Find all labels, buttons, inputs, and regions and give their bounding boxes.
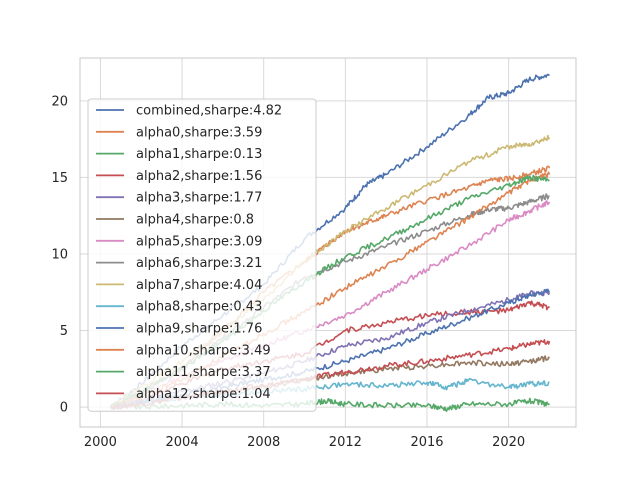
x-tick-label: 2020	[492, 435, 525, 450]
legend-label: alpha7,sharpe:4.04	[136, 278, 262, 293]
y-tick-label: 15	[51, 171, 68, 186]
legend-box	[87, 98, 317, 412]
x-tick-label: 2000	[84, 435, 117, 450]
legend-label: combined,sharpe:4.82	[136, 104, 282, 119]
y-tick-label: 0	[60, 401, 68, 416]
legend-label: alpha2,sharpe:1.56	[136, 169, 262, 184]
axes-frame	[79, 57, 577, 428]
legend-label: alpha11,sharpe:3.37	[136, 365, 271, 380]
legend-label: alpha0,sharpe:3.59	[136, 125, 262, 140]
tick-labels: 2000 2004 2008 2012 2016 2020 0 5 10 15 20	[51, 94, 525, 450]
legend-label: alpha1,sharpe:0.13	[136, 147, 262, 162]
x-tick-label: 2004	[166, 435, 199, 450]
x-tick-label: 2016	[410, 435, 443, 450]
legend-label: alpha12,sharpe:1.04	[136, 387, 271, 402]
y-tick-label: 10	[51, 247, 68, 262]
legend-label: alpha9,sharpe:1.76	[136, 322, 262, 337]
x-tick-label: 2008	[247, 435, 280, 450]
x-tick-label: 2012	[329, 435, 362, 450]
legend-label: alpha3,sharpe:1.77	[136, 191, 262, 206]
y-tick-label: 20	[51, 94, 68, 109]
legend-label: alpha6,sharpe:3.21	[136, 256, 262, 271]
legend-label: alpha10,sharpe:3.49	[136, 343, 271, 358]
legend-label: alpha8,sharpe:0.43	[136, 300, 262, 315]
legend-label: alpha5,sharpe:3.09	[136, 234, 262, 249]
y-tick-label: 5	[60, 324, 68, 339]
legend-label: alpha4,sharpe:0.8	[136, 213, 254, 228]
legend: combined,sharpe:4.82 alpha0,sharpe:3.59 al…	[87, 98, 317, 412]
